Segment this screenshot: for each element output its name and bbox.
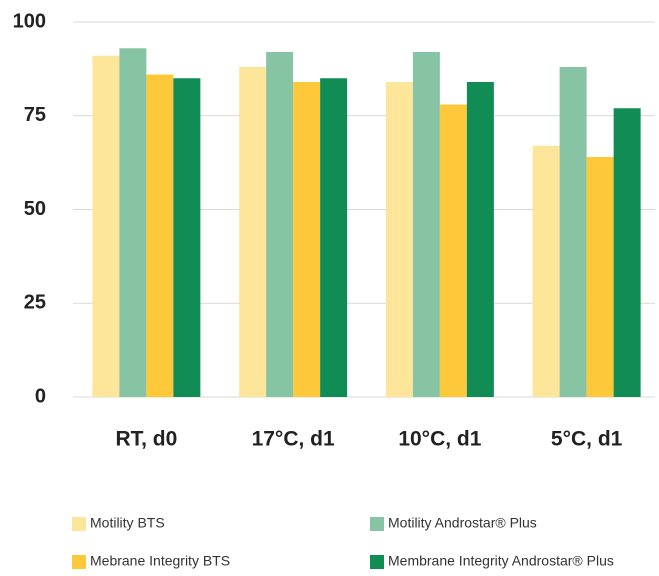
- x-tick-label: 17°C, d1: [252, 428, 335, 451]
- bar: [119, 48, 147, 397]
- legend-swatch: [370, 517, 384, 531]
- bar: [532, 145, 560, 397]
- y-tick-label: 0: [35, 385, 46, 407]
- legend-swatch: [72, 517, 86, 531]
- legend-label: Mebrane Integrity BTS: [90, 553, 230, 569]
- x-tick-label: RT, d0: [115, 428, 177, 451]
- bar: [173, 78, 201, 397]
- bar: [266, 52, 294, 397]
- bar: [146, 74, 174, 397]
- bar: [239, 67, 267, 397]
- legend-label: Motility Androstar® Plus: [388, 515, 537, 531]
- y-tick-label: 100: [13, 10, 46, 32]
- bar: [320, 78, 348, 397]
- bar: [92, 55, 120, 397]
- y-tick-label: 25: [24, 292, 46, 314]
- bar: [293, 82, 321, 397]
- bar: [586, 157, 614, 397]
- legend-swatch: [72, 555, 86, 569]
- bar: [439, 104, 467, 397]
- bar: [385, 82, 413, 397]
- bar: [559, 67, 587, 397]
- legend-label: Motility BTS: [90, 515, 165, 531]
- legend-label: Membrane Integrity Androstar® Plus: [388, 553, 614, 569]
- x-tick-label: 5°C, d1: [551, 428, 623, 451]
- x-tick-label: 10°C, d1: [398, 428, 481, 451]
- legend-swatch: [370, 555, 384, 569]
- y-tick-label: 50: [24, 198, 46, 220]
- bar: [412, 52, 440, 397]
- y-tick-label: 75: [24, 104, 46, 126]
- bar: [466, 82, 494, 397]
- bar: [613, 108, 641, 397]
